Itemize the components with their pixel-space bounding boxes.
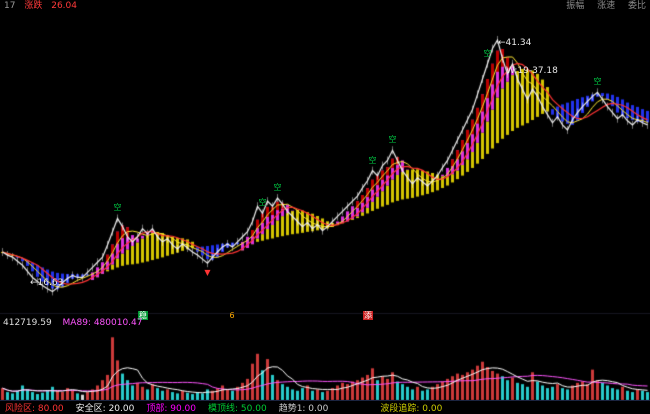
header-menu-group: 振幅 涨速 委比 (556, 1, 646, 12)
volume-value: 412719.59 (3, 318, 52, 328)
status-indicator: 波段追踪: 0.00 (380, 404, 443, 414)
indicator-id-label: 17 (4, 1, 16, 11)
volume-panel-header: 412719.59 MA89: 480010.47 (3, 318, 142, 328)
indicator-status-bar: 风险区: 80.00 安全区: 20.00 顶部: 90.00 模顶线: 50.00 趋… (0, 400, 650, 414)
chart-header-bar: 17 涨跌 26.04 振幅 涨速 委比 (0, 0, 650, 13)
change-value: 26.04 (51, 1, 77, 11)
menu-item-ratio[interactable]: 委比 (627, 1, 646, 11)
menu-item-speed[interactable]: 涨速 (597, 1, 616, 11)
indicator-title-group: 17 涨跌 26.04 (4, 1, 83, 12)
status-indicator: 风险区: 80.00 (5, 404, 64, 414)
menu-item-amplitude[interactable]: 振幅 (566, 1, 585, 11)
status-indicator: 模顶线: 50.00 (208, 404, 267, 414)
status-indicator: 趋势1: 0.00 (278, 404, 329, 414)
status-indicator: 安全区: 20.00 (75, 404, 135, 414)
change-label: 涨跌 (24, 1, 43, 11)
status-indicator: 顶部: 90.00 (146, 404, 197, 414)
volume-ma-value: MA89: 480010.47 (62, 318, 143, 328)
